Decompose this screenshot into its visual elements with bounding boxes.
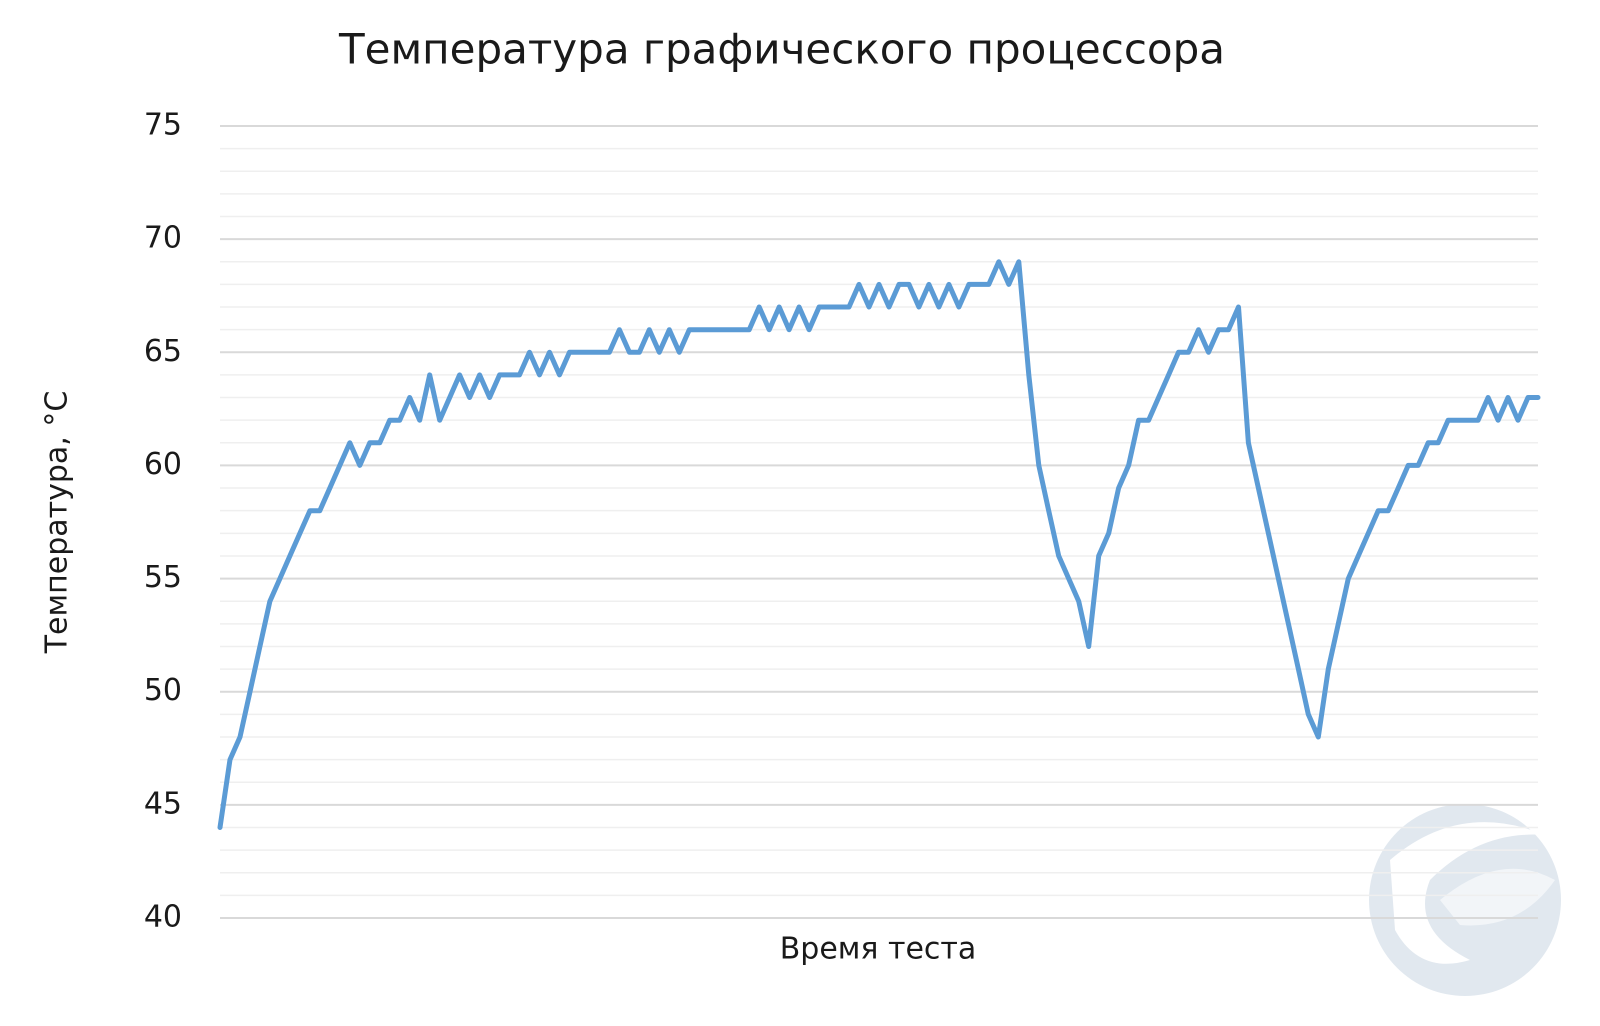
y-tick-label: 65	[144, 334, 182, 369]
y-tick-label: 60	[144, 447, 182, 482]
watermark-logo	[1369, 804, 1561, 996]
chart-title: Температура графического процессора	[338, 25, 1225, 74]
y-tick-label: 50	[144, 673, 182, 708]
y-tick-label: 40	[144, 900, 182, 935]
y-tick-label: 55	[144, 560, 182, 595]
y-axis-label: Температура, °C	[40, 391, 75, 655]
x-axis-label: Время теста	[780, 932, 977, 967]
y-tick-label: 45	[144, 786, 182, 821]
data-line	[217, 259, 1541, 830]
logo-swoosh	[1440, 868, 1555, 926]
logo-swoosh	[1390, 822, 1545, 964]
grid: 40 45 50 55 60 65 70 75	[144, 108, 1538, 935]
plot-area	[217, 259, 1541, 830]
y-tick-label: 75	[144, 108, 182, 143]
y-tick-label: 70	[144, 221, 182, 256]
